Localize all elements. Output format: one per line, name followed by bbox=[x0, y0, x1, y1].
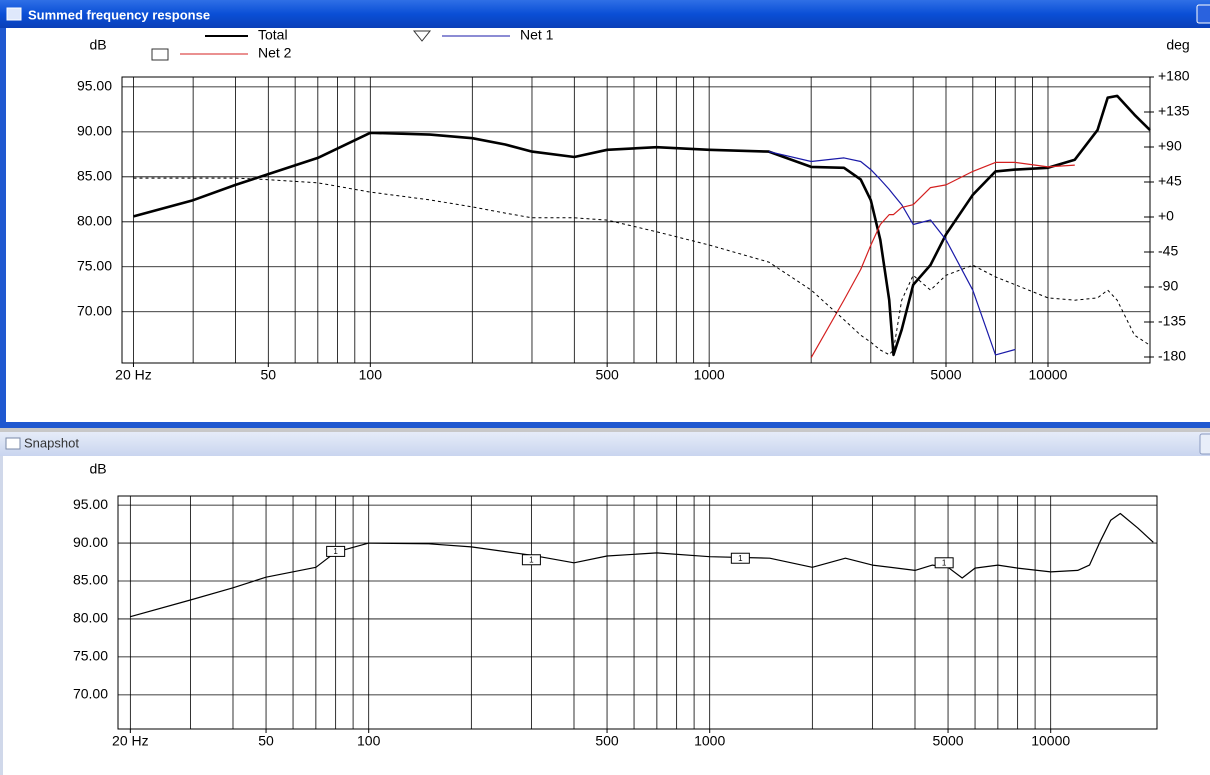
y-tick-label: 75.00 bbox=[77, 257, 112, 273]
x-tick-label: 5000 bbox=[932, 733, 963, 749]
y-axis-label: dB bbox=[89, 37, 106, 53]
series-line bbox=[130, 512, 1154, 618]
y-tick-label: 75.00 bbox=[73, 648, 108, 664]
title-bar[interactable] bbox=[0, 432, 1210, 456]
x-tick-label: 10000 bbox=[1031, 733, 1070, 749]
annotation-box bbox=[934, 557, 954, 569]
y2-tick-label: -45 bbox=[1158, 243, 1178, 259]
x-tick-label: 5000 bbox=[930, 367, 961, 383]
legend-marker bbox=[412, 30, 432, 42]
x-tick-label: 500 bbox=[595, 733, 619, 749]
title-bar[interactable] bbox=[0, 0, 1210, 28]
y2-tick-label: +180 bbox=[1158, 68, 1190, 84]
y-tick-label: 90.00 bbox=[77, 123, 112, 139]
x-tick-label: 100 bbox=[357, 733, 381, 749]
series-line bbox=[810, 161, 1075, 358]
y-tick-label: 70.00 bbox=[73, 686, 108, 702]
legend-label: Net 1 bbox=[520, 27, 554, 43]
plot-area bbox=[121, 76, 1151, 364]
y2-axis-label: deg bbox=[1166, 37, 1189, 53]
annotation-box bbox=[730, 552, 750, 564]
legend-marker bbox=[151, 48, 169, 61]
y2-tick-label: -90 bbox=[1158, 278, 1178, 294]
y-tick-label: 80.00 bbox=[73, 610, 108, 626]
x-tick-label: 1000 bbox=[694, 733, 725, 749]
series-line bbox=[768, 151, 1016, 356]
x-tick-label: 1000 bbox=[694, 367, 725, 383]
x-tick-label: 50 bbox=[258, 733, 274, 749]
y-tick-label: 85.00 bbox=[77, 168, 112, 184]
annotation-label: 1 bbox=[529, 555, 534, 564]
y-axis-label: dB bbox=[89, 461, 106, 477]
annotation-label: 1 bbox=[942, 558, 947, 567]
window-icon bbox=[5, 437, 21, 450]
window-title: Snapshot bbox=[24, 435, 79, 450]
annotation-box bbox=[326, 545, 346, 557]
window-icon bbox=[6, 7, 22, 21]
y-tick-label: 95.00 bbox=[73, 496, 108, 512]
annotation-label: 1 bbox=[738, 554, 743, 563]
x-tick-label: 20 Hz bbox=[112, 733, 149, 749]
window-border bbox=[0, 28, 6, 428]
x-tick-label: 500 bbox=[595, 367, 619, 383]
window-border bbox=[0, 456, 3, 775]
window-button[interactable] bbox=[1199, 433, 1210, 455]
y2-tick-label: +135 bbox=[1158, 103, 1190, 119]
x-tick-label: 20 Hz bbox=[115, 367, 152, 383]
legend-label: Net 2 bbox=[258, 45, 292, 61]
x-tick-label: 10000 bbox=[1029, 367, 1068, 383]
window-button[interactable] bbox=[1196, 4, 1210, 24]
y-tick-label: 80.00 bbox=[77, 213, 112, 229]
y2-tick-label: +45 bbox=[1158, 173, 1182, 189]
y2-tick-label: -135 bbox=[1158, 313, 1186, 329]
annotation-label: 1 bbox=[333, 547, 338, 556]
x-tick-label: 100 bbox=[359, 367, 383, 383]
x-tick-label: 50 bbox=[261, 367, 277, 383]
y-tick-label: 70.00 bbox=[77, 302, 112, 318]
annotation-box bbox=[521, 554, 541, 566]
legend-label: Total bbox=[258, 27, 288, 43]
plot-area bbox=[117, 495, 1158, 730]
window-border bbox=[0, 422, 1210, 428]
y-tick-label: 90.00 bbox=[73, 534, 108, 550]
series-line bbox=[133, 177, 1151, 356]
y2-tick-label: +90 bbox=[1158, 138, 1182, 154]
separator bbox=[0, 428, 1210, 432]
y-tick-label: 95.00 bbox=[77, 78, 112, 94]
y-tick-label: 85.00 bbox=[73, 572, 108, 588]
y2-tick-label: +0 bbox=[1158, 208, 1174, 224]
y2-tick-label: -180 bbox=[1158, 348, 1186, 364]
window-title: Summed frequency response bbox=[28, 7, 210, 22]
